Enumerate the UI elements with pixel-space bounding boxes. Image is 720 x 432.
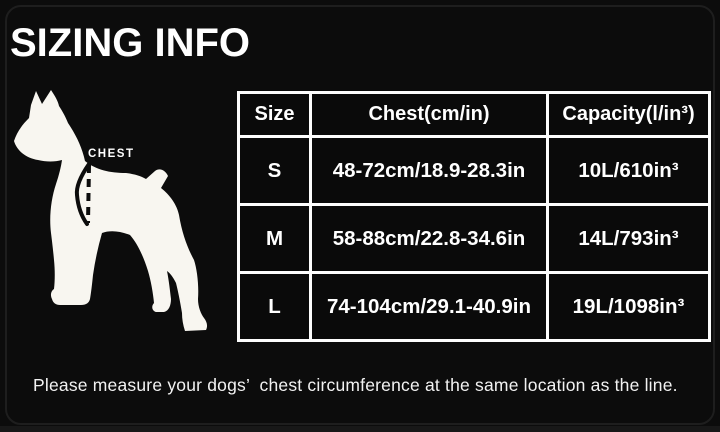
chest-label: CHEST bbox=[88, 148, 134, 160]
table-row: S 48-72cm/18.9-28.3in 10L/610in³ bbox=[237, 135, 711, 206]
chest-range-cell: 58-88cm/22.8-34.6in bbox=[309, 203, 549, 274]
column-header-capacity: Capacity(l/in³) bbox=[546, 91, 711, 138]
column-header-size: Size bbox=[237, 91, 312, 138]
page-title: SIZING INFO bbox=[10, 21, 250, 65]
dog-silhouette-figure: CHEST bbox=[14, 90, 208, 331]
size-cell: S bbox=[237, 135, 312, 206]
header-row: Size Chest(cm/in) Capacity(l/in³) bbox=[237, 91, 711, 138]
chest-range-cell: 48-72cm/18.9-28.3in bbox=[309, 135, 549, 206]
dog-silhouette bbox=[14, 90, 208, 331]
column-header-chest: Chest(cm/in) bbox=[309, 91, 549, 138]
size-cell: L bbox=[237, 271, 312, 342]
chest-range-cell: 74-104cm/29.1-40.9in bbox=[309, 271, 549, 342]
table-row: L 74-104cm/29.1-40.9in 19L/1098in³ bbox=[237, 271, 711, 342]
measurement-instruction: Please measure your dogs’ chest circumfe… bbox=[33, 375, 678, 395]
chest-band-arc bbox=[74, 162, 91, 226]
capacity-cell: 19L/1098in³ bbox=[546, 271, 711, 342]
chest-measure-dashed-line bbox=[86, 164, 91, 224]
bottom-edge-divider bbox=[0, 426, 720, 432]
sizing-table: Size Chest(cm/in) Capacity(l/in³) S 48-7… bbox=[237, 91, 711, 342]
capacity-cell: 14L/793in³ bbox=[546, 203, 711, 274]
size-cell: M bbox=[237, 203, 312, 274]
table-row: M 58-88cm/22.8-34.6in 14L/793in³ bbox=[237, 203, 711, 274]
capacity-cell: 10L/610in³ bbox=[546, 135, 711, 206]
